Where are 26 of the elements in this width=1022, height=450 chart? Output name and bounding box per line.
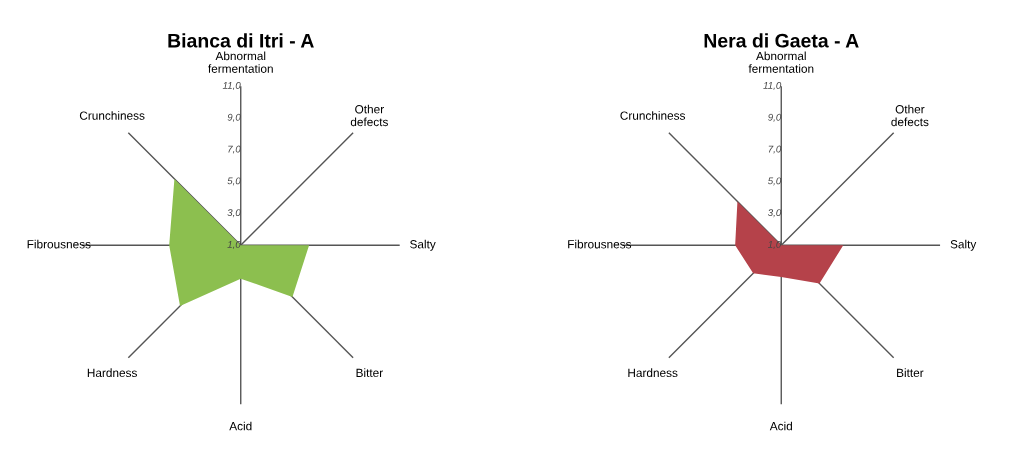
y-tick-label: 3,0	[767, 209, 782, 218]
y-tick-label: 9,0	[768, 113, 782, 122]
y-tick-label: 7,0	[768, 145, 782, 154]
spoke-label: Fibrousness	[27, 239, 91, 249]
spoke-label: Salty	[410, 239, 436, 251]
chart-title: Nera di Gaeta - A	[704, 33, 859, 48]
y-tick-label: 1,0	[227, 240, 241, 250]
y-tick-label: 1,0	[768, 240, 782, 250]
spoke-label: Abnormal fermentation	[208, 51, 273, 73]
y-tick-label: 11,0	[222, 82, 241, 91]
spoke-label: Bitter	[356, 368, 383, 378]
spoke-label: Fibrousness	[568, 239, 632, 249]
spoke-label: Acid	[229, 421, 252, 431]
spoke-label: Abnormal fermentation	[748, 51, 814, 73]
spoke-label: Other defects	[891, 104, 929, 127]
spoke-label: Bitter	[897, 368, 924, 378]
y-tick-label: 5,0	[767, 177, 782, 186]
spoke-label: Crunchiness	[620, 111, 686, 120]
spoke-label: Acid	[769, 421, 792, 431]
chart-title: Bianca di Itri - A	[168, 33, 314, 48]
spoke-label: Other defects	[350, 104, 388, 127]
spoke-label: Salty	[950, 239, 977, 251]
y-tick-label: 11,0	[763, 82, 782, 91]
spoke-label: Crunchiness	[79, 111, 145, 120]
spoke-label: Hardness	[87, 368, 137, 378]
spoke-label: Hardness	[628, 368, 678, 378]
